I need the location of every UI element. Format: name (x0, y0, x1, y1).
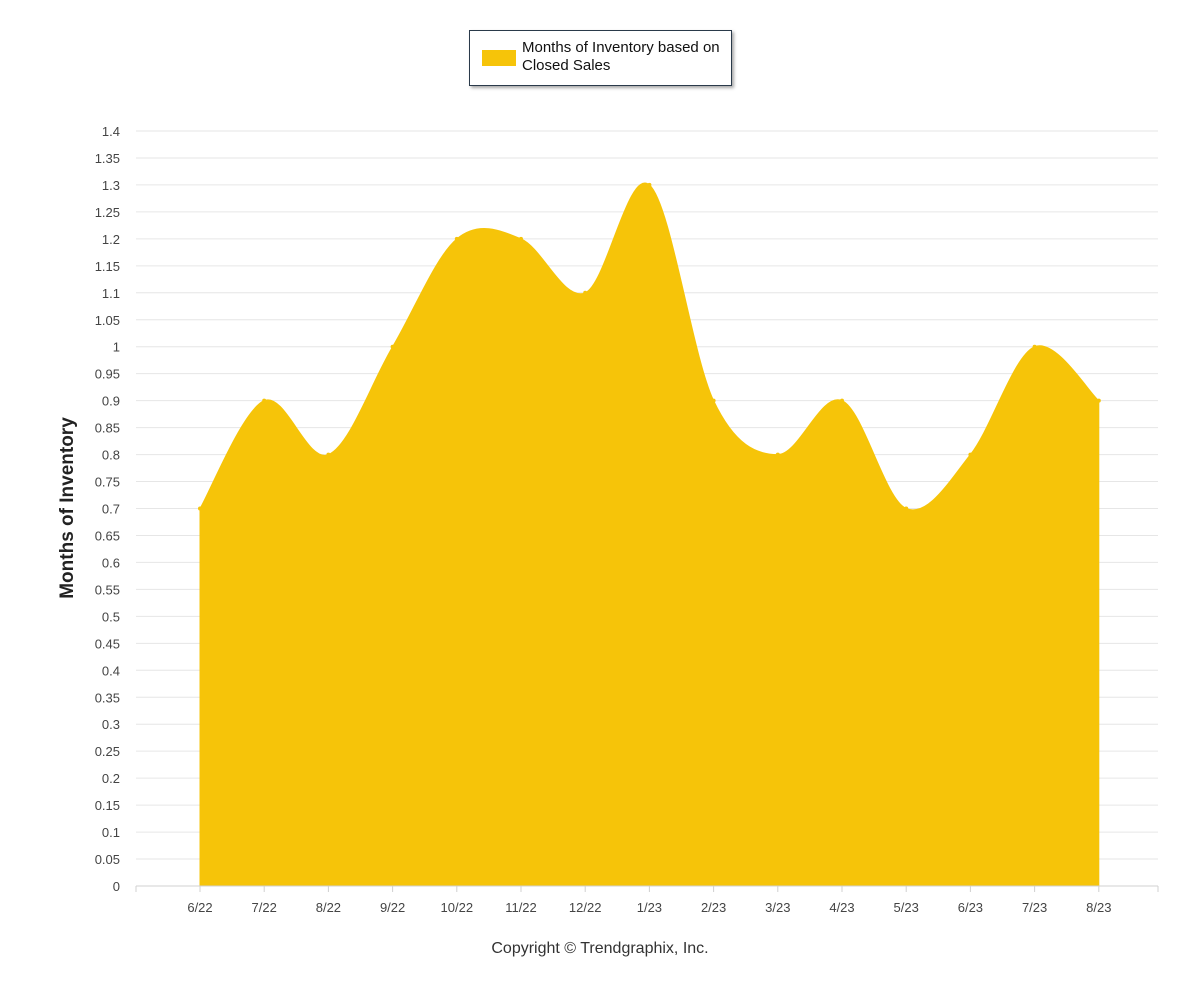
y-tick-label: 0.95 (95, 367, 120, 382)
y-tick-label: 0.3 (102, 717, 120, 732)
data-point[interactable] (968, 452, 973, 457)
data-point[interactable] (519, 236, 523, 241)
y-tick-label: 1.2 (102, 232, 120, 247)
y-tick-label: 0.75 (95, 475, 120, 490)
y-tick-label: 1.15 (95, 259, 120, 274)
y-tick-label: 0.85 (95, 421, 120, 436)
data-point[interactable] (1032, 344, 1037, 349)
y-tick-label: 1 (113, 340, 120, 355)
y-axis-title: Months of Inventory (57, 417, 78, 599)
x-tick-label: 7/23 (1022, 900, 1047, 915)
y-tick-label: 1.05 (95, 313, 120, 328)
x-tick-label: 6/23 (958, 900, 983, 915)
y-tick-label: 0.15 (95, 798, 120, 813)
y-tick-label: 0 (113, 879, 120, 894)
data-point[interactable] (390, 344, 395, 349)
data-point[interactable] (647, 182, 652, 187)
legend[interactable]: Months of Inventory based on Closed Sale… (469, 30, 732, 86)
y-tick-label: 0.9 (102, 394, 120, 409)
y-tick-label: 0.5 (102, 609, 120, 624)
x-tick-label: 10/22 (441, 900, 474, 915)
y-tick-label: 0.8 (102, 448, 120, 463)
data-point[interactable] (583, 290, 588, 295)
y-tick-label: 1.4 (102, 124, 120, 139)
y-tick-label: 0.45 (95, 636, 120, 651)
data-point[interactable] (775, 452, 780, 457)
copyright-text: Copyright © Trendgraphix, Inc. (491, 940, 709, 957)
x-tick-label: 12/22 (569, 900, 602, 915)
y-tick-label: 0.6 (102, 555, 120, 570)
data-point[interactable] (711, 398, 716, 403)
y-tick-label: 0.35 (95, 690, 120, 705)
x-tick-label: 5/23 (894, 900, 919, 915)
y-tick-label: 1.35 (95, 151, 120, 166)
data-point[interactable] (840, 398, 844, 403)
y-tick-label: 0.25 (95, 744, 120, 759)
x-tick-label: 11/22 (505, 900, 537, 915)
x-tick-label: 3/23 (765, 900, 790, 915)
x-tick-label: 7/22 (252, 900, 277, 915)
x-tick-label: 4/23 (829, 900, 854, 915)
legend-swatch (482, 50, 516, 66)
data-point[interactable] (1096, 398, 1101, 403)
data-point[interactable] (326, 452, 331, 457)
y-tick-label: 0.55 (95, 582, 120, 597)
area-layer (198, 182, 1101, 887)
y-tick-label: 0.65 (95, 528, 120, 543)
x-tick-label: 6/22 (187, 900, 212, 915)
y-tick-label: 0.05 (95, 852, 120, 867)
y-tick-label: 0.7 (102, 502, 120, 517)
data-point[interactable] (262, 398, 267, 403)
axis-layer: 0 0.05 0.1 0.15 0.2 0.25 0.3 0.35 0.4 0.45 0.5 0.55… (95, 124, 1159, 915)
x-tick-label: 9/22 (380, 900, 405, 915)
data-point[interactable] (198, 506, 202, 511)
x-tick-label: 2/23 (701, 900, 726, 915)
area-series[interactable] (199, 182, 1100, 887)
y-tick-label: 0.1 (102, 825, 120, 840)
x-tick-label: 1/23 (637, 900, 662, 915)
y-tick-label: 0.2 (102, 771, 120, 786)
data-point[interactable] (454, 236, 459, 241)
y-tick-label: 1.3 (102, 178, 120, 193)
y-tick-label: 0.4 (102, 663, 120, 678)
legend-label: Months of Inventory based on Closed Sale… (522, 39, 720, 74)
x-tick-label: 8/22 (316, 900, 341, 915)
y-tick-label: 1.1 (102, 286, 120, 301)
data-point[interactable] (904, 506, 909, 511)
y-tick-label: 1.25 (95, 205, 120, 220)
x-tick-label: 8/23 (1086, 900, 1111, 915)
